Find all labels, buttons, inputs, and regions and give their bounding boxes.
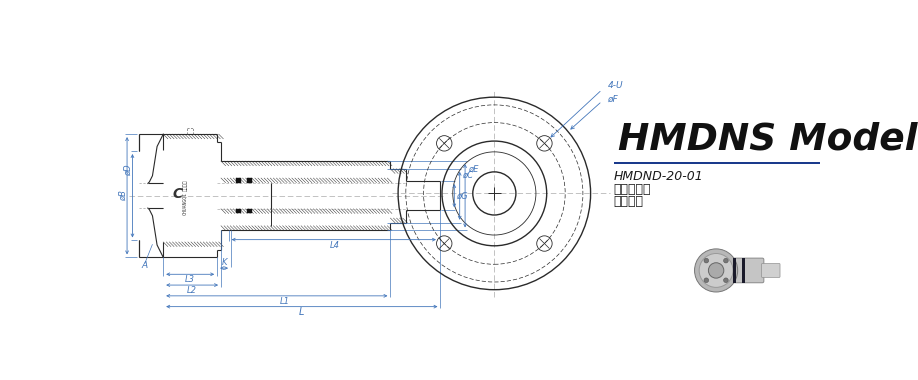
Text: L4: L4 <box>330 241 340 250</box>
Text: L3: L3 <box>185 275 196 284</box>
Text: A: A <box>141 261 148 269</box>
FancyBboxPatch shape <box>762 263 780 277</box>
Bar <box>163 134 218 150</box>
Text: K: K <box>221 258 227 267</box>
Text: øC: øC <box>462 171 473 179</box>
Text: 山东创纪: 山东创纪 <box>183 179 187 191</box>
Circle shape <box>695 249 738 292</box>
Circle shape <box>704 258 709 263</box>
Bar <box>733 258 736 283</box>
Text: L1: L1 <box>279 297 289 306</box>
Text: øG: øG <box>456 191 467 200</box>
Bar <box>237 209 241 214</box>
FancyBboxPatch shape <box>709 258 764 283</box>
Bar <box>247 209 252 214</box>
Text: 4-U: 4-U <box>608 81 623 90</box>
Circle shape <box>723 258 728 263</box>
Text: L2: L2 <box>187 286 197 295</box>
Text: L: L <box>299 307 305 317</box>
Text: øF: øF <box>608 94 618 103</box>
Circle shape <box>704 278 709 283</box>
Text: 螺纹连接: 螺纹连接 <box>614 195 644 208</box>
Text: øD: øD <box>124 165 133 176</box>
Bar <box>237 178 241 183</box>
Bar <box>614 162 820 164</box>
Text: 双向流通式: 双向流通式 <box>614 183 651 196</box>
Text: øE: øE <box>468 164 478 173</box>
Bar <box>743 258 745 283</box>
Circle shape <box>709 263 723 278</box>
Text: øB: øB <box>118 190 128 201</box>
Text: HMDND-20-01: HMDND-20-01 <box>614 170 703 183</box>
Bar <box>163 242 218 257</box>
Bar <box>247 178 252 183</box>
Text: CHUANGQI: CHUANGQI <box>183 192 187 215</box>
Circle shape <box>723 278 728 283</box>
Text: C: C <box>172 187 182 201</box>
Text: HMDNS Model: HMDNS Model <box>618 122 917 158</box>
Circle shape <box>700 253 733 287</box>
